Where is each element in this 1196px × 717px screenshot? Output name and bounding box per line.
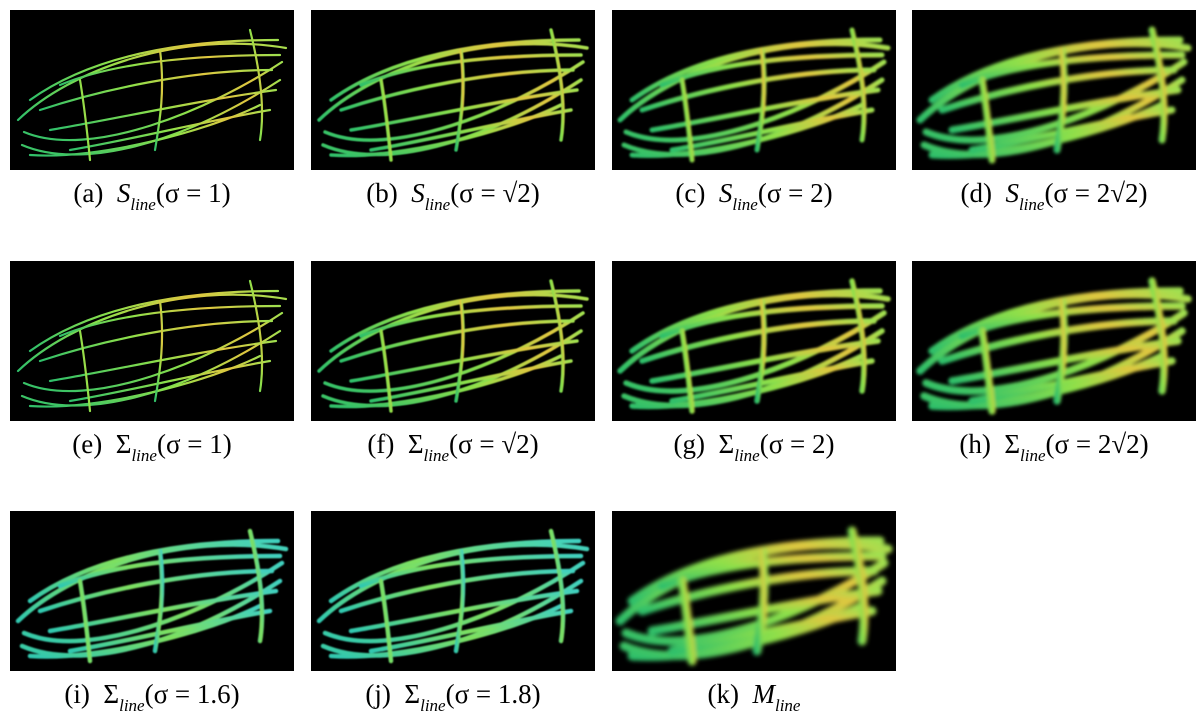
caption: (f) Σline(σ = √2) [303,429,603,466]
image [10,10,294,170]
caption-label: (i) [64,679,90,709]
caption-symbol: Σ [407,429,424,459]
caption: (e) Σline(σ = 1) [2,429,302,466]
caption-label: (k) [707,679,739,709]
panel-image [612,511,896,671]
panel-image [612,261,896,421]
caption-argument: (σ = 2) [759,429,835,459]
caption-subscript: line [119,696,145,715]
caption-label: (e) [72,429,103,459]
image [10,511,294,671]
image [311,261,595,421]
panel-image [311,261,595,421]
caption-symbol: Σ [1004,429,1021,459]
caption-symbol: Σ [404,679,421,709]
caption-subscript: line [732,195,758,214]
panel-image [311,10,595,170]
caption: (c) Sline(σ = 2) [604,178,904,215]
panel-image [10,10,294,170]
image [912,10,1196,170]
caption-subscript: line [131,446,157,465]
caption-label: (c) [675,178,706,208]
image [612,261,896,421]
caption-argument: (σ = √2) [449,429,539,459]
caption: (j) Σline(σ = 1.8) [303,679,603,716]
caption-argument: (σ = 2√2) [1044,178,1148,208]
caption-argument: (σ = 2√2) [1045,429,1149,459]
caption: (k) Mline [604,679,904,716]
panel-image [612,10,896,170]
caption-symbol: S [1005,178,1019,208]
panel-image [10,511,294,671]
caption-argument: (σ = √2) [450,178,540,208]
caption-argument: (σ = 1.6) [144,679,240,709]
image [311,10,595,170]
image [311,511,595,671]
caption-argument: (σ = 1.8) [445,679,541,709]
caption-symbol: Σ [718,429,735,459]
caption-label: (f) [367,429,395,459]
caption-subscript: line [1020,446,1046,465]
caption-subscript: line [1018,195,1045,214]
caption-label: (a) [73,178,104,208]
caption-subscript: line [130,195,156,214]
caption-symbol: Σ [103,679,120,709]
caption-subscript: line [734,446,760,465]
caption-symbol: M [752,679,775,709]
caption-subscript: line [774,696,801,715]
caption-label: (g) [673,429,705,459]
panel-image [912,10,1196,170]
caption-subscript: line [423,446,450,465]
image [912,261,1196,421]
panel-image [311,511,595,671]
image [10,261,294,421]
caption-label: (j) [365,679,391,709]
caption-label: (b) [366,178,398,208]
caption: (g) Σline(σ = 2) [604,429,904,466]
caption-label: (d) [960,178,992,208]
caption: (b) Sline(σ = √2) [303,178,603,215]
caption-symbol: Σ [115,429,132,459]
caption-subscript: line [424,195,451,214]
caption-subscript: line [420,696,446,715]
caption-symbol: S [411,178,425,208]
panel-image [912,261,1196,421]
caption-argument: (σ = 1) [155,178,231,208]
panel-image [10,261,294,421]
caption-symbol: S [116,178,131,208]
caption-argument: (σ = 1) [156,429,232,459]
caption: (a) Sline(σ = 1) [2,178,302,215]
caption: (i) Σline(σ = 1.6) [2,679,302,716]
image [612,511,896,671]
image [612,10,896,170]
caption-argument: (σ = 2) [757,178,833,208]
caption-symbol: S [718,178,733,208]
caption-label: (h) [959,429,991,459]
caption: (h) Σline(σ = 2√2) [904,429,1196,466]
caption: (d) Sline(σ = 2√2) [904,178,1196,215]
